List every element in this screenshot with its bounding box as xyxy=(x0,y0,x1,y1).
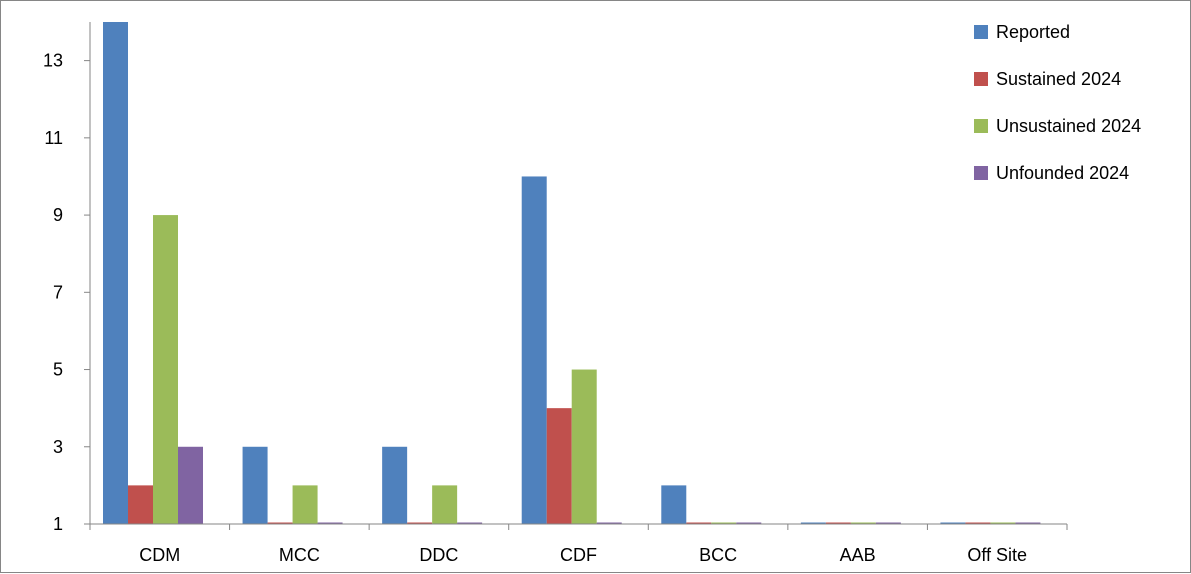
bar-sustained-2024-aab xyxy=(825,522,851,524)
bar-sustained-2024-mcc xyxy=(267,522,293,524)
bar-unfounded-2024-bcc xyxy=(736,522,762,524)
bar-sustained-2024-ddc xyxy=(407,522,433,524)
y-tick-label: 13 xyxy=(43,51,63,71)
bar-reported-ddc xyxy=(382,446,408,524)
y-tick-label: 3 xyxy=(53,437,63,457)
bar-unfounded-2024-mcc xyxy=(317,522,343,524)
bar-reported-off-site xyxy=(940,522,966,524)
legend-label-reported: Reported xyxy=(996,22,1070,42)
legend-swatch-reported xyxy=(974,25,988,39)
x-tick-label-cdf: CDF xyxy=(560,545,597,565)
legend-swatch-sustained-2024 xyxy=(974,72,988,86)
y-tick-label: 11 xyxy=(44,128,63,148)
y-tick-label: 1 xyxy=(53,514,63,534)
bar-unsustained-2024-ddc xyxy=(432,485,458,524)
bar-unfounded-2024-aab xyxy=(875,522,901,524)
bar-sustained-2024-cdm xyxy=(128,485,153,524)
legend-label-unfounded-2024: Unfounded 2024 xyxy=(996,163,1129,183)
y-tick-label: 7 xyxy=(53,282,63,302)
bar-reported-mcc xyxy=(242,446,268,524)
x-tick-label-mcc: MCC xyxy=(279,545,320,565)
legend-swatch-unsustained-2024 xyxy=(974,119,988,133)
bar-reported-bcc xyxy=(661,485,687,524)
bar-sustained-2024-off-site xyxy=(965,522,991,524)
bar-unfounded-2024-cdf xyxy=(596,522,622,524)
legend-label-unsustained-2024: Unsustained 2024 xyxy=(996,116,1141,136)
bar-reported-aab xyxy=(800,522,826,524)
bar-unsustained-2024-cdf xyxy=(571,369,597,524)
x-tick-label-bcc: BCC xyxy=(699,545,737,565)
bar-unfounded-2024-off-site xyxy=(1015,522,1041,524)
x-tick-label-cdm: CDM xyxy=(139,545,180,565)
bar-sustained-2024-bcc xyxy=(686,522,712,524)
bar-unsustained-2024-off-site xyxy=(990,522,1016,524)
legend-label-sustained-2024: Sustained 2024 xyxy=(996,69,1121,89)
x-tick-label-aab: AAB xyxy=(840,545,876,565)
x-tick-label-ddc: DDC xyxy=(419,545,458,565)
bars-group xyxy=(103,22,1041,524)
y-tick-label: 9 xyxy=(53,205,63,225)
legend: Reported Sustained 2024 Unsustained 2024 Un… xyxy=(974,22,1141,183)
bar-unsustained-2024-cdm xyxy=(153,215,178,524)
bar-unsustained-2024-aab xyxy=(850,522,876,524)
y-tick-label: 5 xyxy=(53,360,63,380)
bar-sustained-2024-cdf xyxy=(546,408,572,524)
bar-reported-cdm xyxy=(103,22,128,524)
legend-swatch-unfounded-2024 xyxy=(974,166,988,180)
bar-unsustained-2024-bcc xyxy=(711,522,737,524)
x-tick-label-off-site: Off Site xyxy=(967,545,1027,565)
bar-unfounded-2024-cdm xyxy=(178,446,203,524)
x-axis-ticks: CDM MCC DDC CDF BCC AAB Off Site xyxy=(89,524,1068,565)
bar-unfounded-2024-ddc xyxy=(457,522,483,524)
bar-reported-cdf xyxy=(521,176,547,524)
bar-unsustained-2024-mcc xyxy=(292,485,318,524)
